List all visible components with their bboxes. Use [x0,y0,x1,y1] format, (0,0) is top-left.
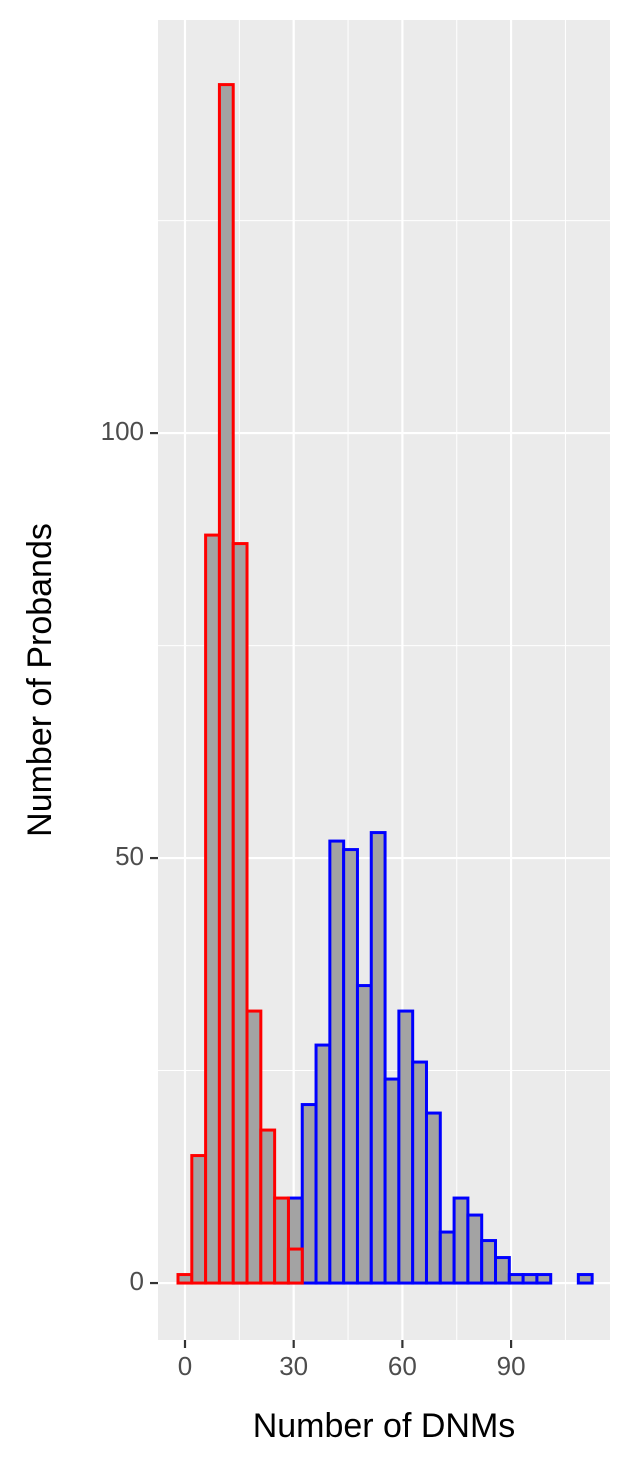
histogram-bar [411,1060,428,1285]
histogram-bar [259,1128,277,1285]
histogram-bar [314,1043,332,1285]
histogram-bar [438,1230,456,1285]
x-tick-label: 30 [279,1351,308,1381]
histogram-bar [480,1239,498,1285]
histogram-bar [217,83,235,1285]
histogram-bar [176,1273,194,1285]
histogram-bar [369,831,387,1285]
y-tick-label: 0 [130,1266,144,1296]
y-tick-label: 100 [101,416,144,446]
x-tick-label: 60 [388,1351,417,1381]
histogram-bar [328,839,346,1285]
y-tick-label: 50 [115,841,144,871]
histogram-bar [466,1213,484,1285]
histogram-bar [342,848,359,1285]
histogram-bar [273,1196,290,1285]
histogram-bar [424,1111,442,1285]
histogram-bar [231,542,249,1285]
histogram-bar [383,1077,401,1285]
x-tick-label: 90 [497,1351,526,1381]
histogram-bar [300,1103,318,1285]
histogram-bar [204,533,221,1285]
histogram-bar [494,1256,511,1285]
histogram-bar [190,1154,208,1285]
histogram-bar [245,1009,263,1285]
histogram-bar [576,1273,594,1285]
y-axis-title: Number of Probands [21,523,59,837]
x-axis-title: Number of DNMs [253,1407,516,1445]
histogram-bar [452,1196,470,1285]
histogram-bar [286,1247,304,1285]
histogram-bar [355,984,373,1285]
histogram-bar [507,1273,525,1285]
histogram-bar [535,1273,553,1285]
histogram-bar [397,1009,415,1285]
histogram-bar [521,1273,539,1285]
x-tick-label: 0 [178,1351,192,1381]
